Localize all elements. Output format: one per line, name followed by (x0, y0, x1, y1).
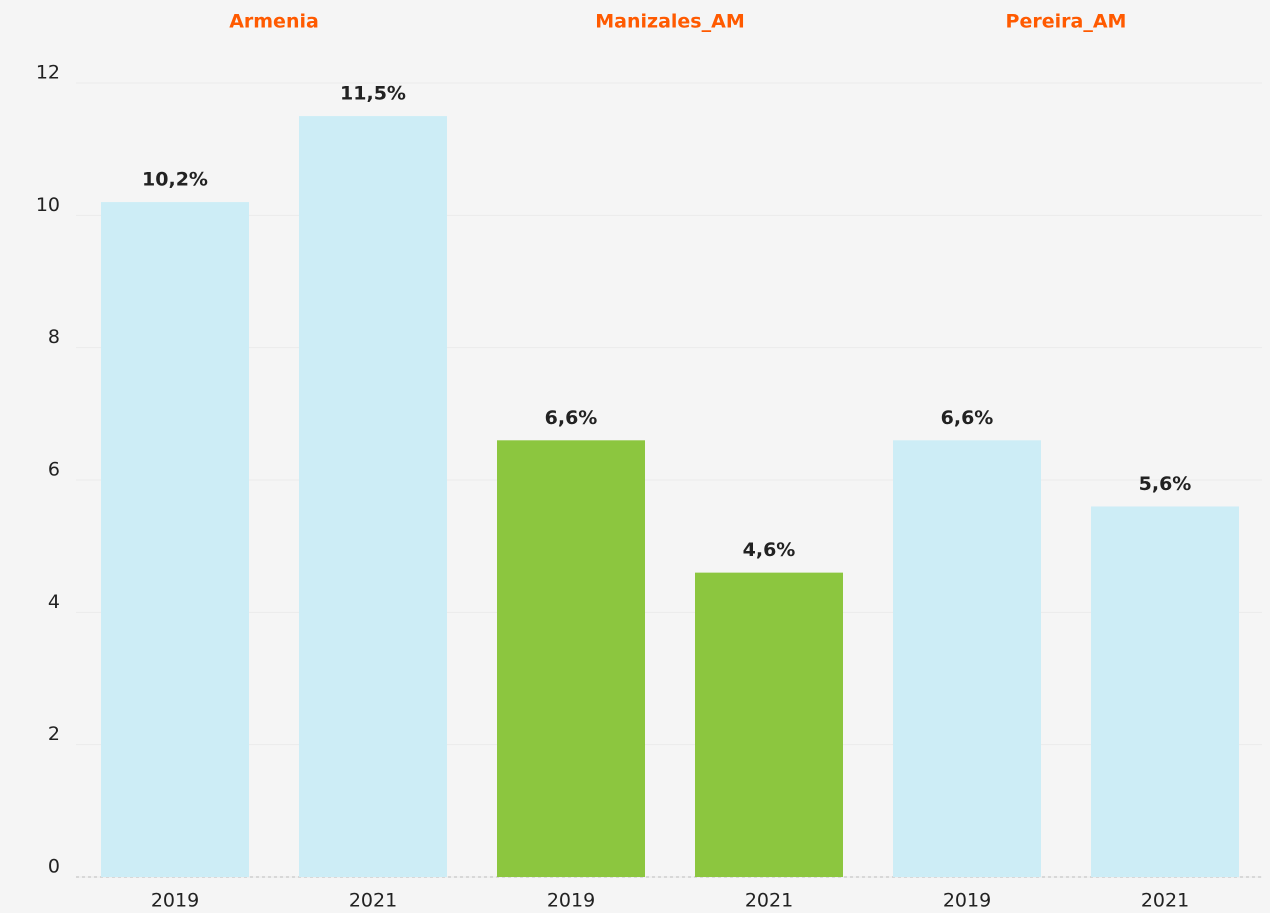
y-tick-label: 10 (36, 194, 60, 216)
x-tick-label: 2021 (745, 890, 793, 912)
y-tick-label: 12 (36, 62, 60, 84)
bar (695, 572, 843, 877)
y-tick-label: 6 (48, 459, 60, 481)
bar (1091, 506, 1239, 877)
bar (497, 440, 645, 877)
bar (101, 202, 249, 878)
x-tick-label: 2019 (151, 890, 199, 912)
y-tick-label: 0 (48, 856, 60, 878)
value-label: 10,2% (142, 169, 208, 191)
value-label: 11,5% (340, 83, 406, 105)
group-title: Armenia (229, 11, 319, 33)
y-tick-label: 4 (48, 591, 60, 613)
value-label: 6,6% (941, 407, 994, 429)
y-tick-label: 2 (48, 723, 60, 745)
x-tick-label: 2021 (1141, 890, 1189, 912)
x-tick-label: 2019 (547, 890, 595, 912)
bar (893, 440, 1041, 877)
x-tick-label: 2019 (943, 890, 991, 912)
value-label: 4,6% (743, 539, 796, 561)
bar (299, 116, 447, 878)
y-tick-label: 8 (48, 326, 60, 348)
value-label: 5,6% (1139, 473, 1192, 495)
x-tick-label: 2021 (349, 890, 397, 912)
group-title: Manizales_AM (595, 11, 744, 33)
value-label: 6,6% (545, 407, 598, 429)
group-title: Pereira_AM (1006, 11, 1127, 33)
